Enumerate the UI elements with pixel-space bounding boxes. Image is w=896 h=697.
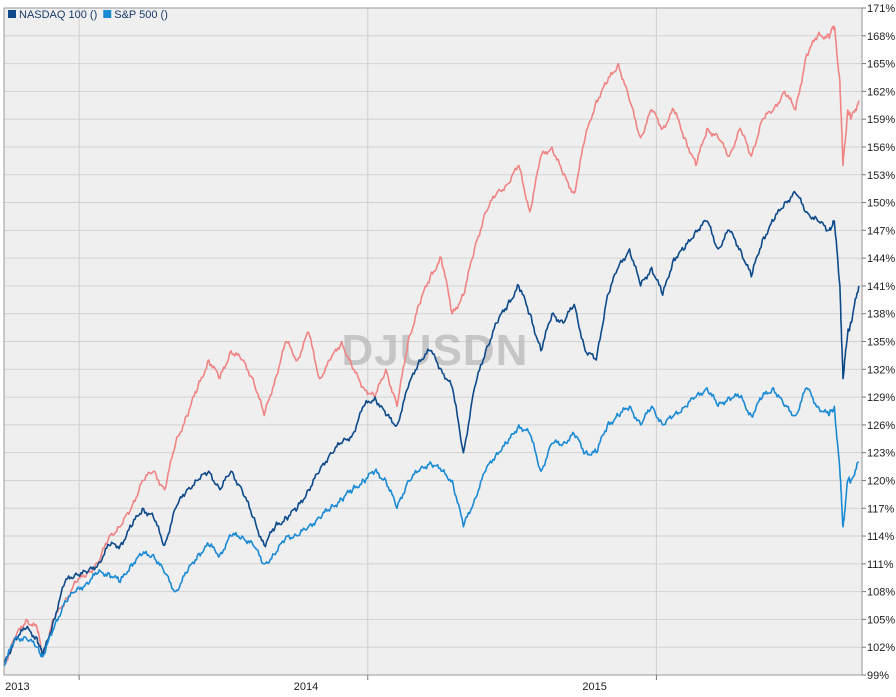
y-tick-label: 153% <box>867 170 895 182</box>
legend-label: S&P 500 () <box>114 9 168 21</box>
x-tick-label: 2013 <box>5 681 29 693</box>
y-tick-label: 114% <box>867 531 895 543</box>
y-tick-label: 129% <box>867 392 895 404</box>
y-tick-label: 123% <box>867 448 895 460</box>
x-tick-label: 2015 <box>582 681 606 693</box>
y-tick-label: 150% <box>867 198 895 210</box>
series-line-nasdaq-100 <box>3 190 860 666</box>
y-tick-label: 168% <box>867 31 895 43</box>
y-tick-label: 102% <box>867 642 895 654</box>
y-tick-label: 108% <box>867 587 895 599</box>
series-line-s-p-500 <box>3 387 860 667</box>
y-axis: 99% 102% 105% 108% 111% 114% 117% 120% 123% 126% 1… <box>862 3 895 682</box>
y-tick-label: 141% <box>867 281 895 293</box>
legend: NASDAQ 100 () S&P 500 () <box>8 9 168 21</box>
watermark: DJUSDN <box>342 326 529 375</box>
y-tick-label: 99% <box>867 670 889 682</box>
x-tick-label: 2014 <box>294 681 318 693</box>
y-tick-label: 132% <box>867 364 895 376</box>
x-axis: 2013 2014 2015 <box>5 675 657 693</box>
y-tick-label: 162% <box>867 86 895 98</box>
y-tick-label: 147% <box>867 225 895 237</box>
y-tick-label: 144% <box>867 253 895 265</box>
y-tick-label: 138% <box>867 309 895 321</box>
gridlines <box>4 7 862 676</box>
legend-swatch <box>103 10 112 18</box>
y-tick-label: 135% <box>867 337 895 349</box>
y-tick-label: 165% <box>867 59 895 71</box>
y-tick-label: 159% <box>867 114 895 126</box>
series-lines <box>3 25 860 667</box>
legend-label: NASDAQ 100 () <box>19 9 97 21</box>
y-tick-label: 117% <box>867 503 895 515</box>
y-tick-label: 171% <box>867 3 895 15</box>
y-tick-label: 111% <box>867 559 894 571</box>
series-line-0 <box>3 25 860 667</box>
y-tick-label: 120% <box>867 475 895 487</box>
legend-swatch <box>8 10 16 18</box>
y-tick-label: 126% <box>867 420 895 432</box>
y-tick-label: 105% <box>867 614 895 626</box>
y-tick-label: 156% <box>867 142 895 154</box>
